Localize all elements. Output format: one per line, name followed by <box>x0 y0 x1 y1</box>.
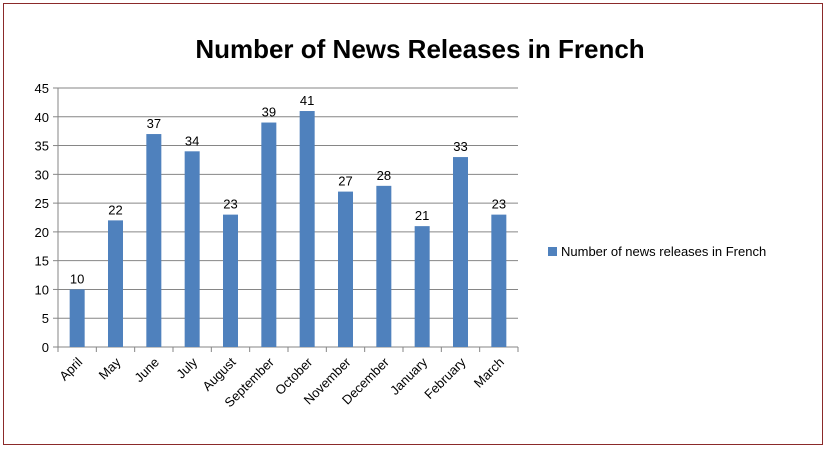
bar <box>261 122 277 348</box>
bar <box>414 226 430 347</box>
bar <box>376 185 392 347</box>
axes <box>57 88 518 348</box>
y-tick-label: 15 <box>35 254 49 269</box>
chart-title: Number of News Releases in French <box>195 34 644 64</box>
x-tick-label: March <box>471 355 507 391</box>
y-tick-label: 40 <box>35 110 49 125</box>
y-tick-label: 5 <box>42 311 49 326</box>
bar <box>69 289 85 347</box>
y-tick-label: 30 <box>35 167 49 182</box>
y-axis-ticks: 0 5 10 15 20 25 30 35 40 45 <box>35 81 58 355</box>
y-tick-label: 35 <box>35 139 49 154</box>
y-tick-label: 0 <box>42 340 49 355</box>
y-tick-label: 25 <box>35 196 49 211</box>
bars <box>69 111 507 348</box>
data-label: 28 <box>377 168 391 183</box>
gridlines <box>58 87 518 319</box>
x-tick-label: July <box>173 354 200 381</box>
legend-swatch <box>548 247 557 256</box>
bar <box>108 220 123 347</box>
bar <box>453 157 468 347</box>
data-label: 10 <box>70 271 84 286</box>
y-tick-label: 20 <box>35 225 49 240</box>
legend: Number of news releases in French <box>548 244 766 259</box>
bar <box>299 111 315 348</box>
x-axis-ticks: April May June July AugustSeptemberOctoberNo… <box>56 347 519 410</box>
bar <box>338 191 353 347</box>
bar <box>491 214 507 347</box>
x-tick-label: February <box>421 354 469 402</box>
y-tick-label: 10 <box>35 282 49 297</box>
bar <box>184 151 200 347</box>
y-tick-label: 45 <box>35 81 49 96</box>
data-label: 41 <box>300 93 314 108</box>
data-label: 27 <box>338 174 352 189</box>
x-tick-label: May <box>96 354 124 382</box>
data-label: 21 <box>415 208 429 223</box>
data-label: 22 <box>108 202 122 217</box>
x-tick-label: June <box>131 355 162 386</box>
chart-frame <box>3 3 823 445</box>
data-label: 34 <box>185 133 199 148</box>
data-label: 23 <box>492 197 506 212</box>
bar <box>146 134 162 347</box>
data-label: 39 <box>262 105 276 120</box>
bar <box>223 214 238 347</box>
data-label: 23 <box>223 197 237 212</box>
legend-label: Number of news releases in French <box>561 244 766 259</box>
data-labels: 10 22 37 34 23 39 41 27 28 21 33 23 <box>70 93 506 286</box>
x-tick-label: April <box>56 354 85 383</box>
data-label: 37 <box>147 116 161 131</box>
data-label: 33 <box>453 139 467 154</box>
